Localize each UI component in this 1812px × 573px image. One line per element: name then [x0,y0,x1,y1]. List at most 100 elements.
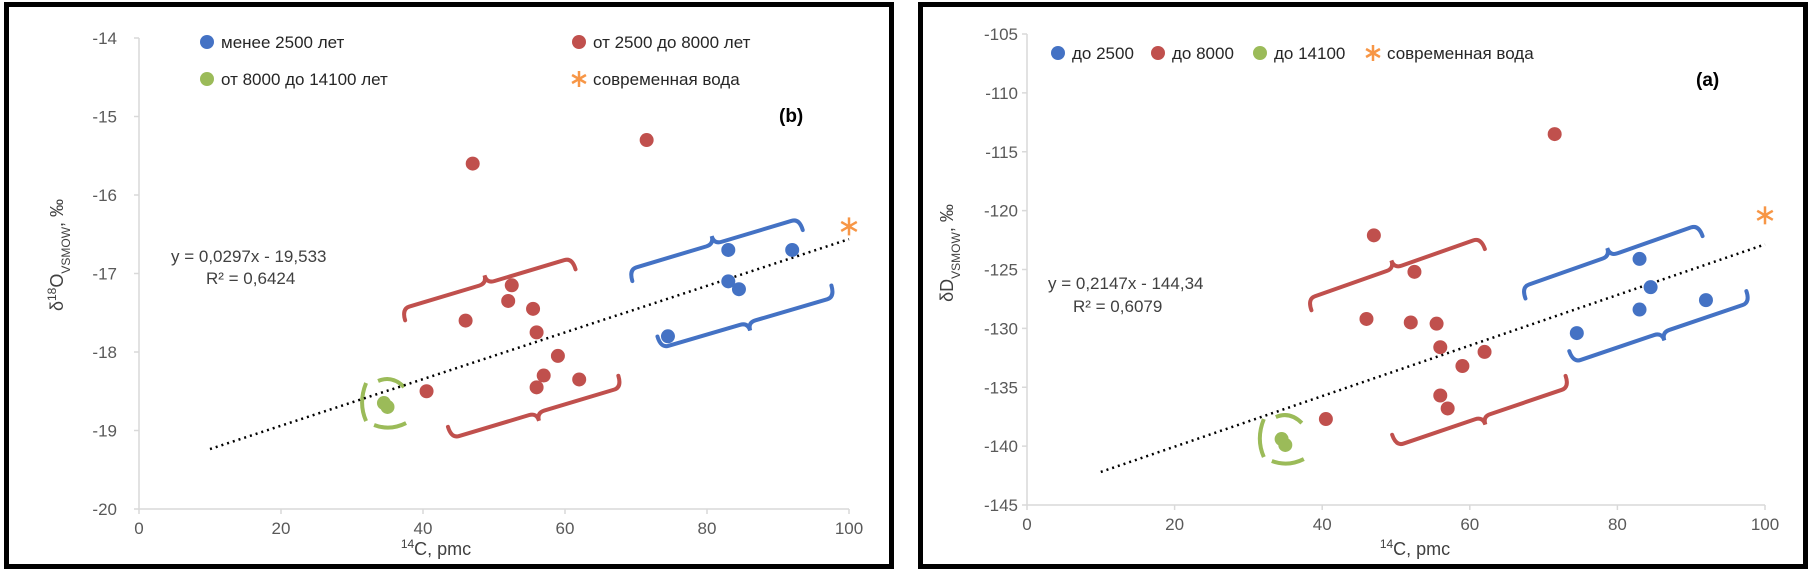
chart-b-y-tick-label: -19 [92,422,117,441]
chart-b-point [639,133,654,148]
chart-a-point [1429,316,1444,331]
chart-b-trend-r2: R² = 0,6424 [206,269,295,288]
chart-a-x-tick-label: 40 [1313,515,1332,534]
chart-a-legend-label: современная вода [1387,44,1534,63]
chart-a-y-tick-label: -115 [985,143,1018,162]
chart-a-legend-label: до 14100 [1274,44,1345,63]
chart-b-point [380,399,395,414]
chart-b-point [504,278,519,293]
chart-b-legend-label: от 2500 до 8000 лет [593,33,751,52]
chart-b-bracket-green-left [360,382,368,422]
chart-a-point [1407,264,1422,279]
chart-b-bracket-green-bottom [373,421,407,430]
chart-b-brace-red-lower [445,373,622,439]
chart-b-y-tick-label: -14 [92,29,117,48]
chart-a-point [1477,344,1492,359]
chart-a-point [1433,388,1448,403]
chart-a-legend-marker [1365,45,1381,61]
chart-a-point-asterisk-stroke [1756,209,1774,221]
chart-a-brace-red-upper [1308,237,1487,313]
chart-a-point [1433,340,1448,355]
chart-b-bracket-green-top [377,377,406,389]
chart-b-point-asterisk [840,217,858,236]
y-axis-label-a: δDVSMOW, ‰ [937,204,963,302]
chart-b-brace-blue-lower [655,283,835,349]
chart-b-point [550,348,565,363]
chart-b-x-tick-label: 0 [134,519,143,538]
chart-b-legend-marker [200,35,214,49]
chart-a-canvas: δDVSMOW, ‰ 14C, pmc -105 -110 -115 -120 -125… [937,25,1779,559]
chart-b-legend-label: современная вода [593,70,740,89]
chart-a-x-tick-label: 100 [1751,515,1779,534]
chart-b-panel-label: (b) [779,106,803,127]
chart-a-point [1643,280,1658,295]
chart-b-trend-equation: y = 0,0297x - 19,533 [171,247,326,266]
chart-b-legend-label: менее 2500 лет [221,33,345,52]
chart-b-point [529,325,544,340]
chart-b-legend-marker [200,72,214,86]
chart-b-legend-label: от 8000 до 14100 лет [221,70,388,89]
chart-b-point [785,242,800,257]
chart-a-point [1547,127,1562,142]
chart-a-point [1632,251,1647,266]
chart-a-y-tick-label: -120 [984,202,1018,221]
chart-a-brace-blue-upper [1522,224,1705,301]
chart-a-x-tick-label: 0 [1022,515,1031,534]
chart-a-panel-label: (a) [1696,70,1719,91]
chart-a-point [1569,326,1584,341]
chart-a-legend-marker [1253,46,1267,60]
chart-b-y-tick-label: -17 [92,265,117,284]
chart-a-x-tick-label: 60 [1460,515,1479,534]
chart-b-x-tick-label: 20 [272,519,291,538]
chart-b-point [572,372,587,387]
chart-b-legend-marker [571,71,587,87]
x-axis-label-a: 14C, pmc [1380,537,1450,559]
chart-a-x-tick-label: 80 [1608,515,1627,534]
chart-a-bracket-green [1257,413,1305,466]
chart-a-y-tick-label: -135 [984,378,1018,397]
chart-a-point [1632,302,1647,317]
chart-a-trend-equation: y = 0,2147x - 144,34 [1048,274,1203,293]
chart-b-point-asterisk-stroke [840,220,858,232]
chart-a-point [1359,311,1374,326]
chart-a-y-tick-label: -145 [984,496,1018,515]
chart-a-legend-marker [1051,46,1065,60]
chart-b-trendline [209,238,850,451]
chart-a-point [1366,228,1381,243]
chart-b-point [660,329,675,344]
chart-b-y-tick-label: -20 [92,500,117,519]
chart-a-bracket-green-top [1275,413,1304,425]
chart-a-y-tick-label: -125 [984,261,1018,280]
chart-a-legend-label: до 2500 [1072,44,1134,63]
chart-a-brace-red-lower [1390,373,1569,446]
chart-b-point [721,242,736,257]
chart-b-brace-blue-upper [629,218,805,284]
chart-panel-a: δDVSMOW, ‰ 14C, pmc -105 -110 -115 -120 -125… [918,2,1808,569]
chart-b-y-tick-label: -18 [92,343,117,362]
chart-b-point [458,313,473,328]
chart-a-legend-marker-stroke [1365,47,1381,59]
chart-a-point-asterisk [1756,206,1774,225]
chart-a-point [1455,359,1470,374]
chart-b-point [721,274,736,289]
chart-b-y-tick-label: -15 [92,108,117,127]
chart-a-bracket-green-left [1257,418,1266,458]
chart-b-y-tick-label: -16 [92,186,117,205]
chart-b-point [731,282,746,297]
chart-a-y-tick-label: -110 [985,84,1018,103]
chart-b-x-tick-label: 60 [556,519,575,538]
chart-b-x-tick-label: 100 [835,519,863,538]
chart-b-point [529,380,544,395]
chart-a-point [1278,437,1293,452]
chart-a-point [1318,412,1333,427]
x-axis-label-b: 14C, pmc [401,537,471,559]
chart-a-y-tick-label: -130 [984,319,1018,338]
chart-b-x-tick-label: 40 [414,519,433,538]
chart-a-legend-label: до 8000 [1172,44,1234,63]
chart-b-legend-marker-stroke [571,73,587,85]
y-axis-label-b: δ18OVSMOW, ‰ [45,199,73,311]
chart-a-y-tick-label: -105 [984,25,1018,44]
chart-b-point [526,301,541,316]
chart-b-point [419,384,434,399]
chart-panel-b: δ18OVSMOW, ‰ 14C, pmc -14 -15 -16 -17 -18 -19… [4,2,894,569]
